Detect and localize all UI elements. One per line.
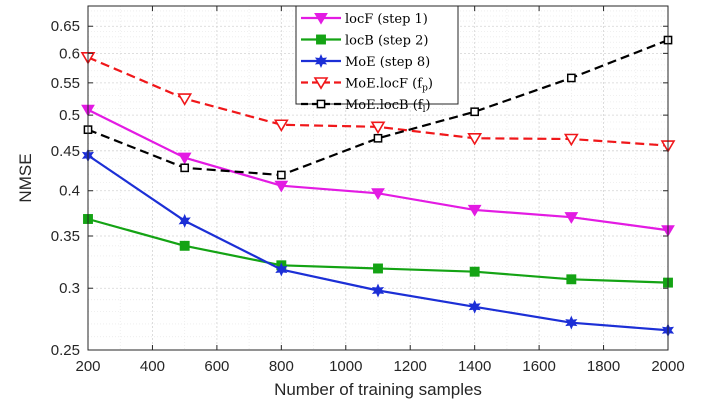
legend-label: locB (step 2) [345, 34, 428, 49]
y-tick-label: 0.35 [51, 228, 80, 245]
x-tick-label: 800 [269, 358, 294, 375]
legend-item: locB (step 2) [301, 34, 428, 49]
x-axis-title: Number of training samples [274, 380, 482, 399]
data-point [275, 262, 288, 277]
data-point [373, 263, 383, 274]
y-tick-label: 0.65 [51, 18, 80, 35]
legend-item: MoE.locF (fp) [301, 77, 433, 94]
data-point [313, 77, 329, 90]
x-tick-label: 200 [75, 358, 100, 375]
data-point [564, 212, 579, 224]
data-point [468, 299, 481, 314]
x-tick-label: 600 [204, 358, 229, 375]
data-point [274, 180, 289, 193]
legend-item: MoE (step 8) [301, 54, 430, 70]
legend-label: MoE.locF (fp) [345, 77, 433, 94]
data-point [177, 152, 192, 165]
data-point [563, 133, 579, 147]
data-point [371, 283, 385, 298]
x-tick-label: 1400 [458, 358, 491, 375]
data-point [314, 13, 328, 25]
legend-item: locF (step 1) [301, 12, 428, 27]
data-point [177, 93, 193, 106]
data-point [566, 274, 577, 285]
y-tick-label: 0.25 [51, 342, 80, 359]
data-point [373, 133, 383, 143]
data-point [316, 99, 326, 109]
data-point [179, 240, 190, 251]
data-point [370, 121, 386, 135]
data-point [467, 204, 482, 217]
legend-label: MoE (step 8) [345, 55, 430, 70]
x-axis: 200 400 600 800 1000 1200 1400 1600 1800 2000 [75, 6, 685, 375]
y-tick-label: 0.55 [51, 75, 80, 92]
y-tick-label: 0.4 [59, 183, 80, 200]
x-tick-label: 1600 [522, 358, 555, 375]
data-point [467, 132, 483, 146]
data-point [314, 54, 328, 68]
y-tick-label: 0.5 [59, 107, 80, 124]
x-tick-label: 400 [140, 358, 165, 375]
series-layer [80, 35, 676, 338]
x-tick-label: 1000 [329, 358, 362, 375]
data-point [470, 107, 480, 117]
y-tick-label: 0.3 [59, 280, 80, 297]
x-tick-label: 1200 [394, 358, 427, 375]
legend-item: MoE.locB (fl) [301, 98, 431, 115]
data-point [276, 170, 286, 180]
data-point [178, 213, 191, 228]
data-point [371, 188, 385, 200]
legend-box [295, 5, 459, 105]
data-point [566, 73, 576, 83]
data-point [469, 266, 480, 277]
data-point [180, 163, 190, 173]
data-point [273, 119, 289, 133]
legend: locF (step 1) locB (step 2) MoE (step 8) Mo… [295, 5, 459, 115]
y-tick-label: 0.6 [59, 45, 80, 62]
y-axis: 0.25 0.3 0.35 0.4 0.45 0.5 0.55 0.6 0.65 [51, 18, 668, 359]
legend-label: MoE.locB (fl) [345, 98, 431, 115]
x-tick-label: 1800 [587, 358, 620, 375]
data-point [565, 315, 578, 330]
x-tick-label: 2000 [651, 358, 684, 375]
y-axis-title: NMSE [16, 153, 35, 202]
legend-label: locF (step 1) [345, 12, 428, 27]
y-tick-label: 0.45 [51, 143, 80, 160]
data-point [316, 34, 326, 45]
